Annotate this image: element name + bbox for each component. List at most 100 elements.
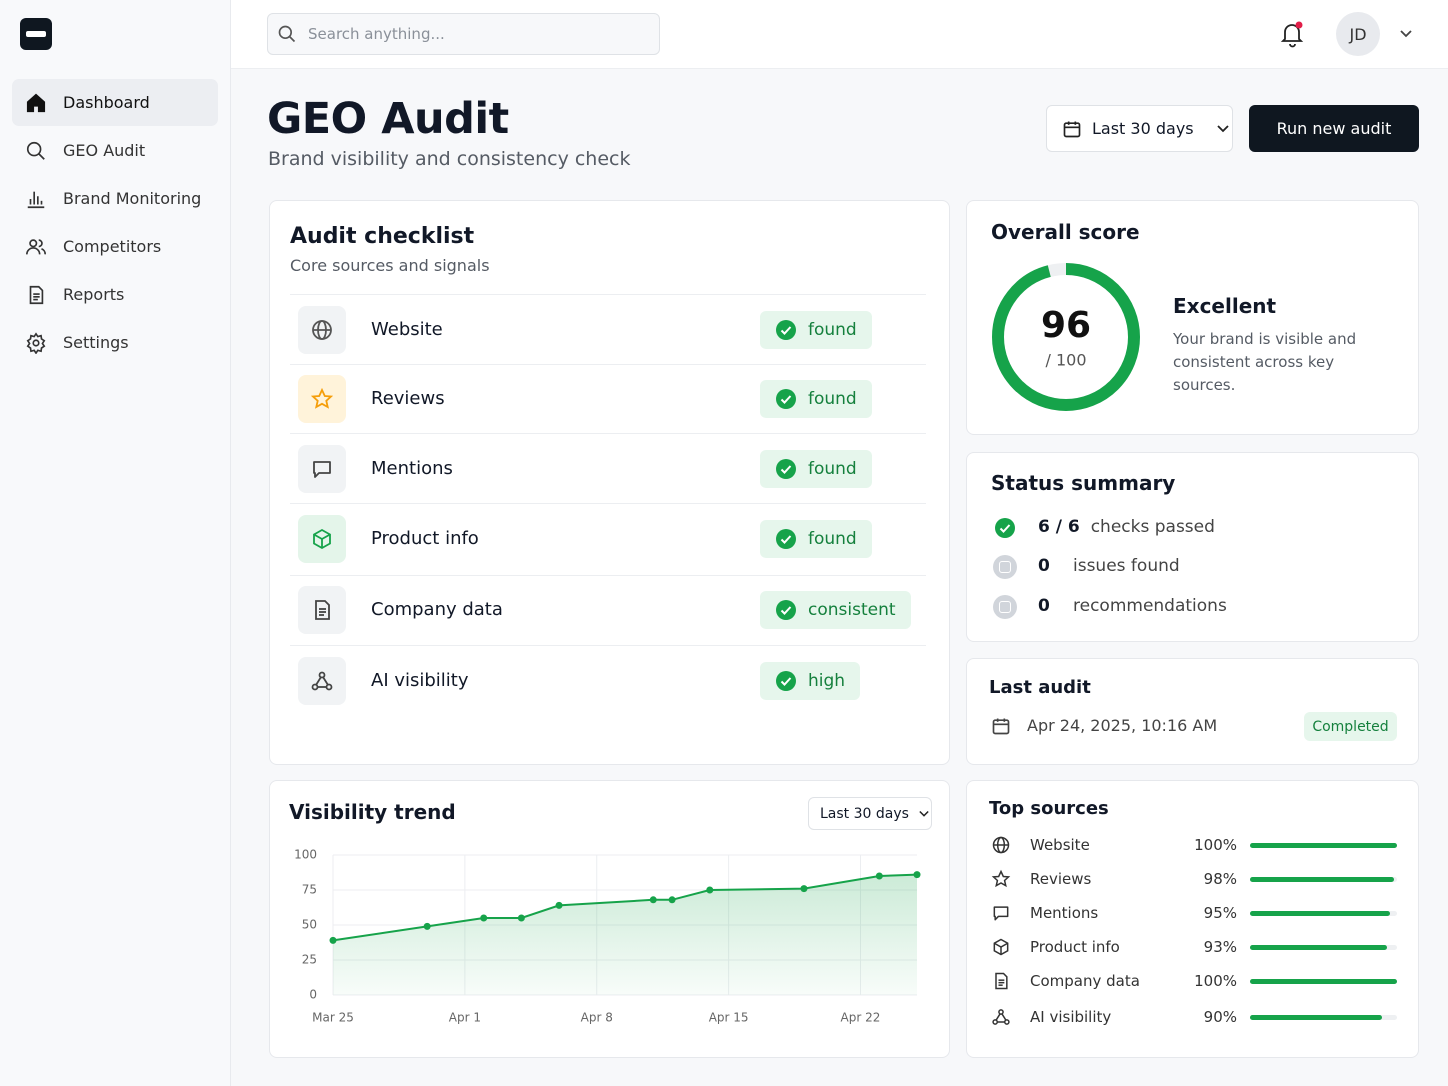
avatar[interactable]: JD [1336, 12, 1380, 56]
sources-card [966, 780, 1419, 1058]
source-name: Company data [1030, 972, 1140, 990]
status-count: 0 [1038, 596, 1050, 616]
nav-item[interactable] [12, 79, 218, 126]
icon-part [1289, 43, 1296, 48]
calendar-icon [992, 718, 1010, 735]
item-label: Mentions [371, 458, 453, 479]
icon-part [288, 35, 296, 43]
icon-part [776, 529, 796, 549]
y-tick-label: 100 [294, 848, 317, 862]
icon-part [1295, 21, 1303, 29]
status-pill: found [760, 380, 872, 418]
search-box[interactable]: Search anything... [267, 13, 660, 55]
status-icon-inner [999, 601, 1011, 613]
nav-label: Competitors [63, 237, 162, 256]
row-divider [290, 645, 926, 646]
trend-range-select[interactable]: Last 30 days [808, 797, 932, 830]
trend-point [668, 896, 676, 904]
box-icon [993, 938, 1009, 956]
status-pill: found [760, 450, 872, 488]
logo-bar [26, 31, 46, 37]
status-label: found [808, 320, 857, 340]
icon-part [26, 93, 46, 113]
source-value: 100% [1194, 836, 1237, 854]
source-name: AI visibility [1030, 1008, 1112, 1026]
trend-title: Visibility trend [289, 800, 456, 824]
icon-part [1063, 121, 1081, 137]
trend-point [423, 922, 431, 930]
status-label: found [808, 529, 857, 549]
trend-point [913, 871, 921, 879]
source-bar [1250, 944, 1387, 950]
icon-part [995, 1013, 1001, 1021]
last-audit-title: Last audit [989, 677, 1091, 698]
icon-part [1280, 24, 1304, 42]
y-tick-label: 25 [302, 953, 317, 967]
chat-icon [993, 906, 1009, 921]
net-icon [311, 671, 333, 691]
date-range-button[interactable]: Last 30 days [1046, 105, 1233, 152]
status-pill: consistent [760, 591, 911, 629]
icon-part [38, 153, 45, 160]
run-audit-button[interactable]: Run new audit [1249, 105, 1419, 152]
ring-progress [992, 263, 1140, 411]
check-icon [776, 600, 796, 620]
last-audit-status: Completed [1312, 718, 1389, 735]
globe-icon [312, 320, 332, 340]
trend-point [329, 936, 337, 944]
source-icon-box [298, 657, 346, 705]
check-icon [776, 389, 796, 409]
y-tick-label: 50 [302, 918, 317, 932]
item-label: Website [371, 319, 443, 340]
search-placeholder: Search anything... [308, 25, 445, 43]
icon-part [780, 606, 792, 615]
trend-point [649, 896, 657, 904]
last-audit-date: Apr 24, 2025, 10:16 AM [1027, 716, 1218, 735]
icon-part [991, 869, 1011, 888]
x-tick-label: Apr 22 [841, 1011, 881, 1025]
sidebar [0, 0, 231, 1086]
row-divider [290, 294, 926, 295]
item-label: AI visibility [371, 670, 469, 691]
icon-part [919, 810, 929, 817]
score-ring: 96 / 100 [992, 263, 1140, 411]
box-icon [313, 528, 331, 550]
icon-part [995, 972, 1008, 990]
score-rating: Excellent [1173, 294, 1277, 318]
checklist-subtitle: Core sources and signals [290, 256, 490, 275]
globe-icon [992, 836, 1010, 854]
status-label: found [808, 459, 857, 479]
item-label: Company data [371, 599, 503, 620]
x-tick-label: Apr 8 [581, 1011, 613, 1025]
status-label: high [808, 671, 846, 691]
icon-part [278, 25, 292, 39]
chevron [919, 810, 929, 817]
icon-part [993, 942, 1009, 948]
icon-part [993, 906, 1009, 921]
icon-part [1001, 1013, 1007, 1021]
status-label: consistent [808, 600, 896, 620]
status-count: 0 [1038, 556, 1050, 576]
source-bar [1250, 876, 1395, 882]
trend-point [875, 872, 883, 880]
status-label: found [808, 389, 857, 409]
source-value: 100% [1194, 972, 1237, 990]
icon-part [776, 459, 796, 479]
avatar-chevron[interactable] [1399, 28, 1413, 40]
score-max: / 100 [1045, 351, 1086, 370]
check-icon [776, 671, 796, 691]
source-icon-box [298, 445, 346, 493]
status-pill: found [760, 311, 872, 349]
check-icon [776, 459, 796, 479]
page-title: GEO Audit [267, 94, 509, 144]
icon-part [780, 535, 792, 544]
calendar-icon [1063, 121, 1081, 137]
notification-bell[interactable] [1280, 20, 1306, 48]
status-label: checks passed [1090, 517, 1215, 537]
source-value: 95% [1203, 904, 1237, 922]
nav-label: Reports [63, 285, 125, 304]
item-label: Reviews [371, 388, 445, 409]
icon-part [26, 141, 42, 157]
y-tick-label: 0 [309, 988, 317, 1002]
source-bar [1250, 1014, 1383, 1020]
